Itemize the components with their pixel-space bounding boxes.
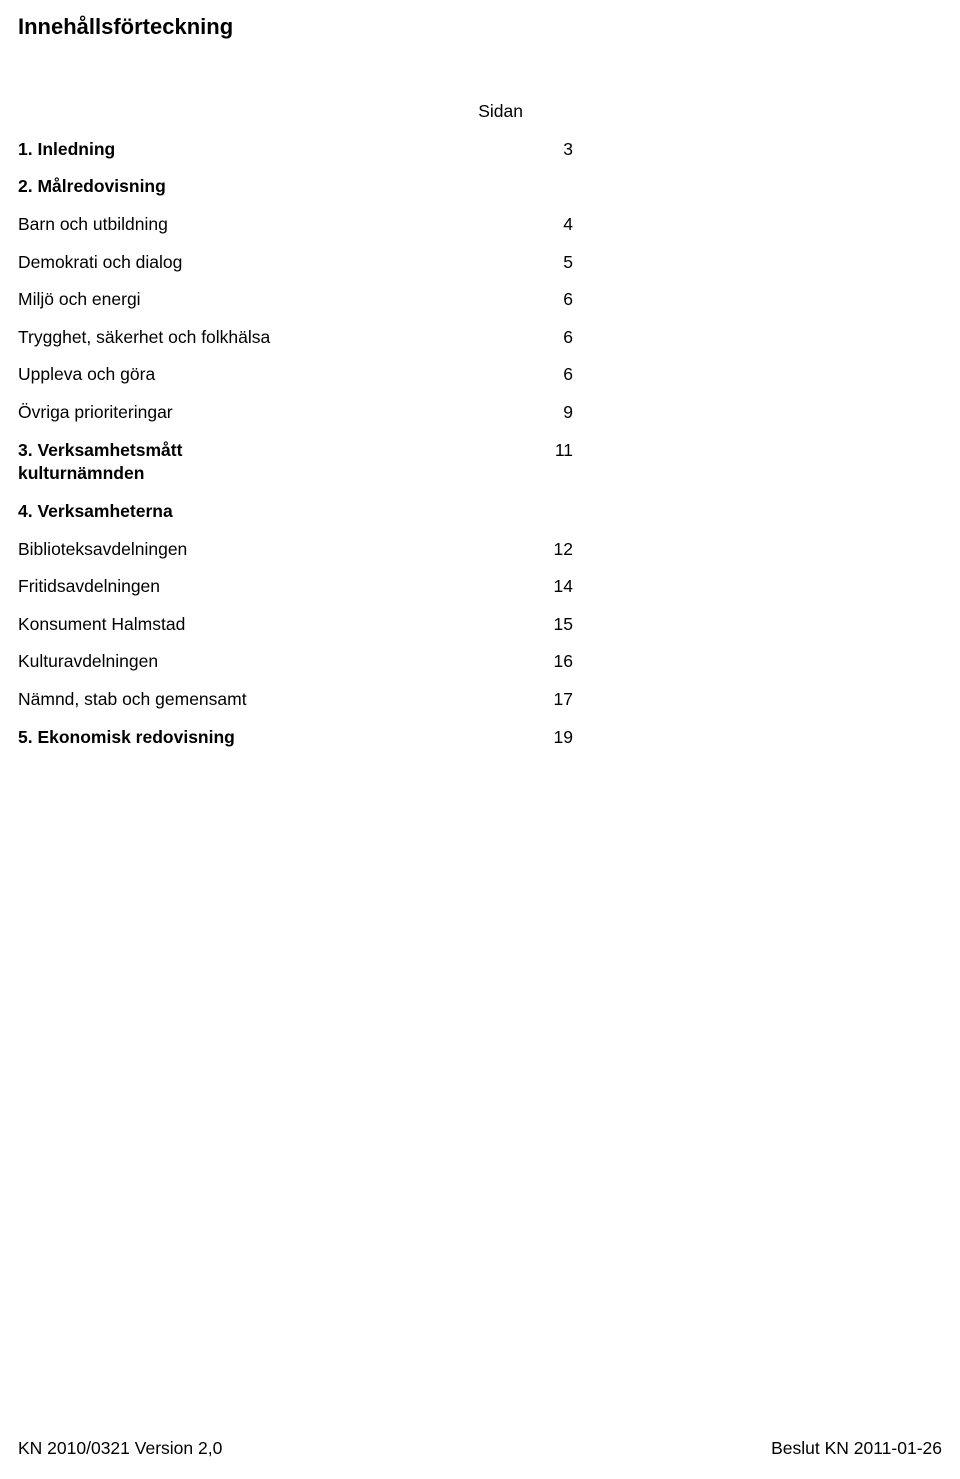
toc-row: Biblioteksavdelningen 12 [18,538,573,562]
page-title: Innehållsförteckning [18,14,233,40]
toc-page: 14 [523,575,573,599]
toc-label: Övriga prioriteringar [18,401,523,425]
toc-page: 4 [523,213,573,237]
toc-label: 2. Målredovisning [18,175,523,199]
toc-container: Sidan 1. Inledning 3 2. Målredovisning B… [18,100,573,763]
toc-row: Nämnd, stab och gemensamt 17 [18,688,573,712]
toc-label: Demokrati och dialog [18,251,523,275]
sidan-header: Sidan [18,100,523,124]
toc-page: 3 [523,138,573,162]
toc-header-row: Sidan [18,100,573,124]
toc-label: 1. Inledning [18,138,523,162]
toc-row: Trygghet, säkerhet och folkhälsa 6 [18,326,573,350]
document-page: Innehållsförteckning Sidan 1. Inledning … [0,0,960,1479]
toc-label: Barn och utbildning [18,213,523,237]
toc-label: Biblioteksavdelningen [18,538,523,562]
toc-page: 15 [523,613,573,637]
toc-row: Övriga prioriteringar 9 [18,401,573,425]
toc-row: Uppleva och göra 6 [18,363,573,387]
toc-label: Konsument Halmstad [18,613,523,637]
toc-label: 5. Ekonomisk redovisning [18,726,523,750]
toc-page: 6 [523,326,573,350]
footer-right: Beslut KN 2011-01-26 [771,1438,942,1459]
page-footer: KN 2010/0321 Version 2,0 Beslut KN 2011-… [18,1438,942,1459]
toc-row: 3. Verksamhetsmått kulturnämnden 11 [18,439,573,486]
toc-page: 9 [523,401,573,425]
toc-row: Fritidsavdelningen 14 [18,575,573,599]
toc-row: Miljö och energi 6 [18,288,573,312]
toc-label: Kulturavdelningen [18,650,523,674]
toc-label: Fritidsavdelningen [18,575,523,599]
toc-page: 16 [523,650,573,674]
toc-page: 6 [523,288,573,312]
toc-label: Trygghet, säkerhet och folkhälsa [18,326,523,350]
toc-row: Konsument Halmstad 15 [18,613,573,637]
toc-page: 11 [523,439,573,463]
toc-page: 12 [523,538,573,562]
toc-label: Uppleva och göra [18,363,523,387]
toc-label-line1: 3. Verksamhetsmått [18,439,503,463]
toc-label-line2: kulturnämnden [18,462,503,486]
toc-label: 4. Verksamheterna [18,500,523,524]
toc-row: 2. Målredovisning [18,175,573,199]
toc-page: 6 [523,363,573,387]
toc-row: Kulturavdelningen 16 [18,650,573,674]
toc-page: 19 [523,726,573,750]
toc-page: 17 [523,688,573,712]
footer-left: KN 2010/0321 Version 2,0 [18,1438,222,1459]
toc-row: 1. Inledning 3 [18,138,573,162]
toc-row: 4. Verksamheterna [18,500,573,524]
toc-row: 5. Ekonomisk redovisning 19 [18,726,573,750]
toc-page: 5 [523,251,573,275]
toc-row: Demokrati och dialog 5 [18,251,573,275]
toc-row: Barn och utbildning 4 [18,213,573,237]
toc-label: 3. Verksamhetsmått kulturnämnden [18,439,523,486]
toc-label: Nämnd, stab och gemensamt [18,688,523,712]
toc-label: Miljö och energi [18,288,523,312]
